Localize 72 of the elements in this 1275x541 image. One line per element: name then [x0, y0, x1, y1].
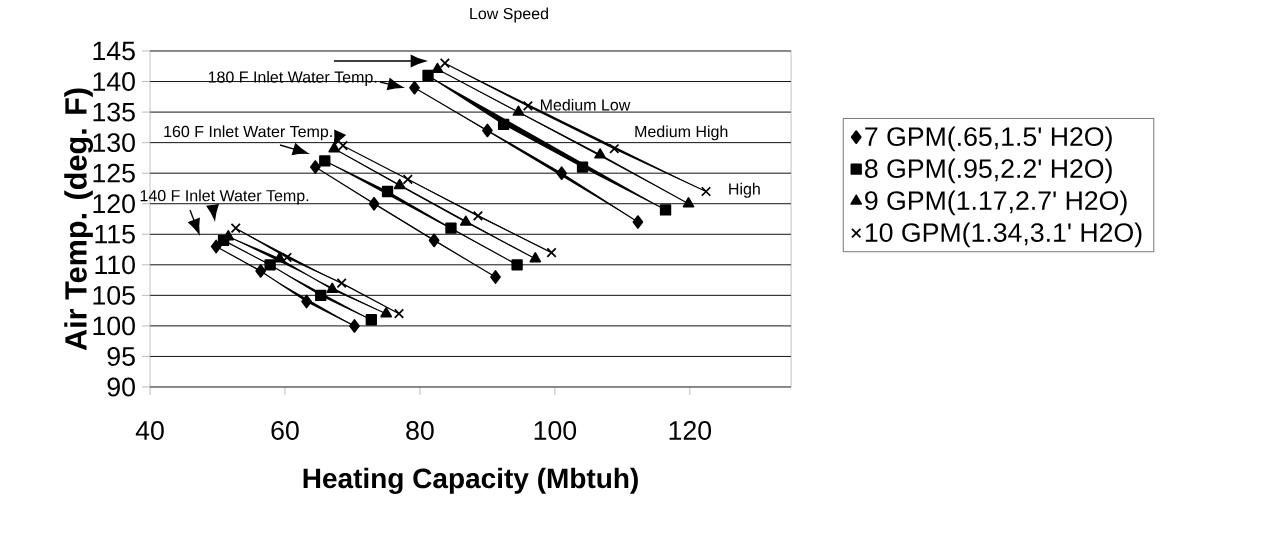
legend-label: 7 GPM(.65,1.5' H2O): [865, 126, 1112, 152]
point: [594, 148, 606, 159]
point: [511, 259, 523, 271]
legend-label: 8 GPM(.95,2.2' H2O): [865, 158, 1112, 184]
point: [556, 166, 568, 181]
point: [497, 118, 510, 130]
annotation: 160 F Inlet Water Temp.: [164, 125, 332, 141]
point: [301, 294, 312, 309]
point: [490, 270, 501, 284]
point: [439, 58, 451, 69]
y-tick-label: 95: [107, 347, 135, 366]
point: [264, 259, 276, 271]
y-tick-label: 145: [93, 41, 135, 61]
point: [576, 161, 589, 173]
point: [381, 185, 394, 198]
point: [546, 247, 557, 258]
point: [255, 264, 267, 278]
x-tick-label: 100: [534, 421, 577, 440]
x-axis-title: Heating Capacity (Mbtuh): [303, 467, 638, 494]
x-tick-label: 80: [406, 421, 434, 440]
point: [632, 215, 644, 229]
point: [522, 100, 534, 112]
point: [529, 252, 542, 263]
y-tick-label: 115: [95, 224, 135, 244]
y-tick-label: 120: [93, 194, 135, 214]
y-axis-title: Air Temp. (deg. F): [64, 88, 93, 351]
point: [431, 62, 444, 74]
point: [319, 155, 331, 167]
annotation: Medium Low: [540, 98, 631, 111]
point: [273, 252, 286, 263]
point: [402, 174, 413, 185]
y-tick-label: 130: [93, 133, 135, 153]
point: [609, 143, 620, 154]
y-tick-label: 135: [93, 102, 135, 122]
point: [337, 140, 349, 151]
x-tick-label: 60: [271, 421, 299, 440]
y-tick-label: 90: [107, 377, 135, 397]
y-tick-label: 110: [95, 255, 135, 275]
point: [368, 196, 380, 211]
point: [659, 204, 672, 216]
point: [422, 69, 434, 82]
point: [459, 215, 472, 226]
text: Low Speed: [470, 7, 548, 23]
point: [309, 160, 321, 174]
point: [472, 210, 484, 222]
y-tick-label: 105: [93, 285, 135, 305]
point: [380, 307, 393, 318]
y-tick-label: 100: [93, 316, 135, 336]
point: [326, 282, 339, 293]
point: [409, 80, 420, 95]
annotation: High: [729, 182, 760, 198]
legend-label: 9 GPM(1.17,2.7' H2O): [865, 190, 1127, 216]
point: [700, 186, 712, 197]
point: [445, 222, 457, 234]
point: [230, 223, 241, 234]
point: [682, 197, 695, 208]
point: [365, 314, 378, 326]
point: [512, 105, 525, 116]
legend-label: 10 GPM(1.34,3.1' H2O): [865, 222, 1142, 248]
annotation: Medium High: [635, 125, 728, 141]
point: [315, 289, 327, 302]
point: [349, 319, 360, 333]
point: [393, 308, 405, 319]
x-tick-label: 40: [135, 421, 164, 440]
x-tick-label: 120: [669, 421, 712, 440]
point: [336, 278, 347, 289]
annotation: 140 F Inlet Water Temp.: [140, 189, 309, 205]
point: [393, 178, 406, 190]
y-tick-label: 125: [93, 163, 135, 183]
point: [482, 123, 493, 138]
y-tick-label: 140: [93, 72, 135, 91]
point: [428, 233, 440, 248]
